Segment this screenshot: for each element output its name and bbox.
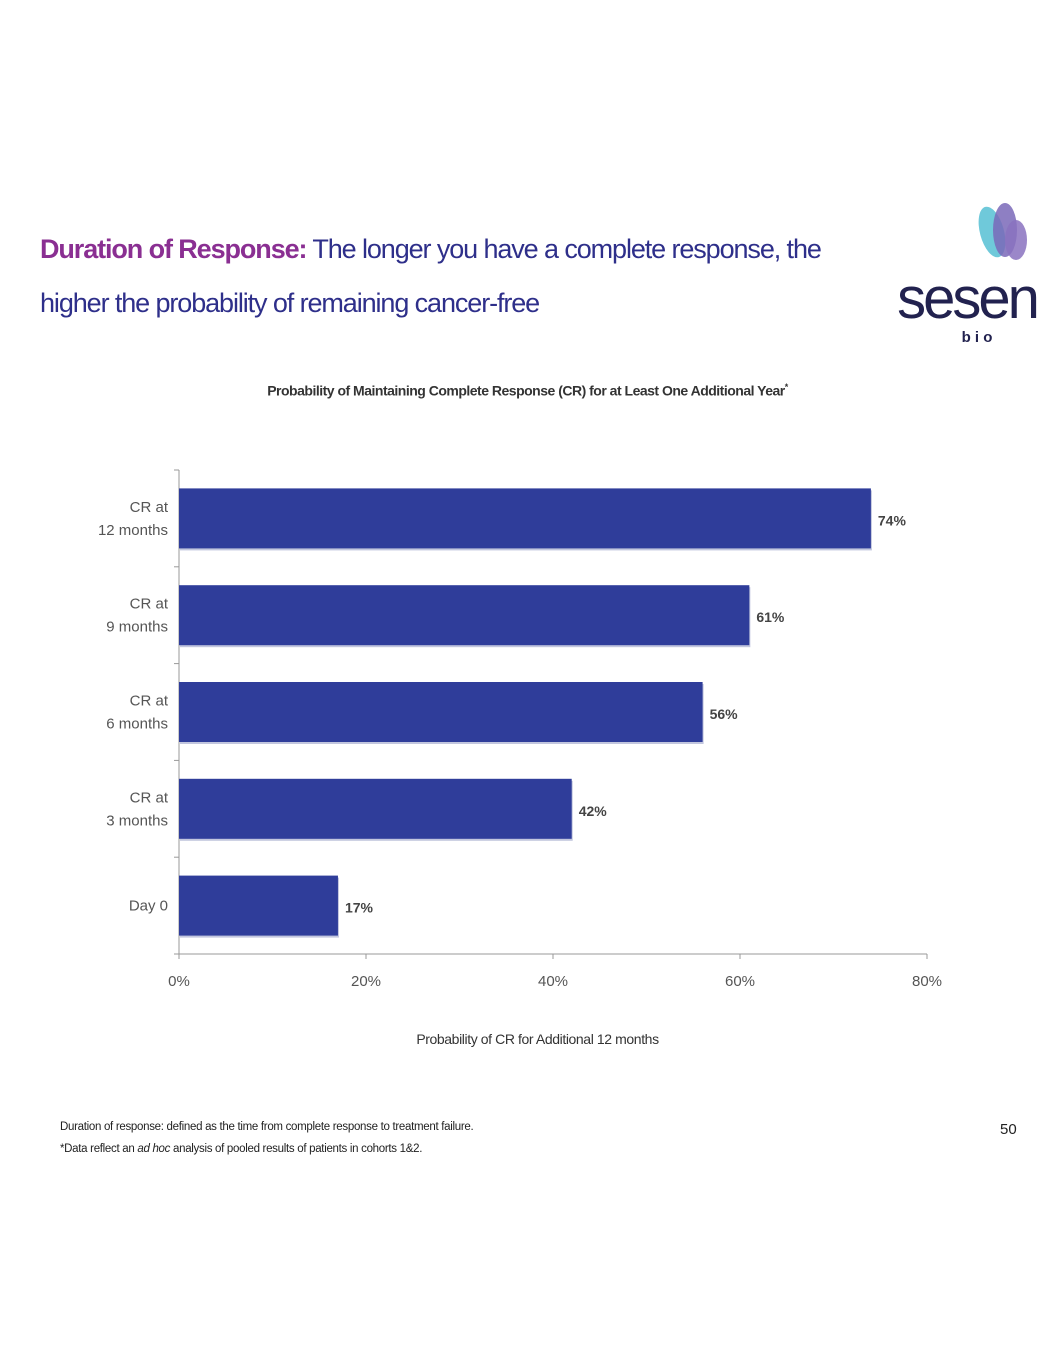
x-axis-label: Probability of CR for Additional 12 mont… (416, 1031, 659, 1047)
y-category-label: CR at (130, 693, 169, 710)
x-tick-label: 20% (351, 973, 381, 990)
y-category-label: 3 months (106, 812, 168, 829)
bar (179, 875, 338, 936)
x-tick-label: 80% (912, 973, 942, 990)
svg-text:b i o: b i o (962, 329, 993, 346)
y-category-label: CR at (130, 596, 169, 613)
page-number: 50 (1000, 1121, 1017, 1138)
y-category-label: CR at (130, 789, 169, 806)
data-label: 74% (878, 512, 907, 528)
data-label: 56% (710, 706, 739, 722)
footnote-data: *Data reflect an ad hoc analysis of pool… (60, 1143, 423, 1155)
bar (179, 778, 572, 839)
data-label: 61% (756, 609, 785, 625)
sesen-bio-logo: sesen b i o (897, 203, 1040, 346)
slide-title: Duration of Response: The longer you hav… (40, 222, 830, 330)
y-category-label: CR at (130, 499, 169, 516)
y-category-label: Day 0 (129, 898, 168, 915)
y-category-label: 9 months (106, 619, 168, 636)
svg-text:sesen: sesen (897, 266, 1037, 331)
x-tick-label: 60% (725, 973, 755, 990)
y-category-label: 12 months (98, 522, 168, 539)
title-rest: The longer you have a complete response,… (40, 234, 822, 318)
x-tick-label: 0% (168, 973, 190, 990)
bar (179, 682, 703, 742)
bar-chart: 0% 20% 40% 60% 80% 74% CR at 12 months 61% CR at 9… (98, 469, 942, 990)
chart-title: Probability of Maintaining Complete Resp… (267, 382, 788, 399)
data-label: 42% (579, 803, 608, 819)
data-label: 17% (345, 900, 374, 916)
title-bold: Duration of Response: (40, 234, 308, 264)
footnotes: Duration of response: defined as the tim… (60, 1116, 760, 1160)
footnote-definition: Duration of response: defined as the tim… (60, 1121, 474, 1133)
x-tick-label: 40% (538, 973, 568, 990)
y-category-label: 6 months (106, 716, 168, 733)
bar (179, 488, 871, 549)
bar (179, 585, 750, 646)
